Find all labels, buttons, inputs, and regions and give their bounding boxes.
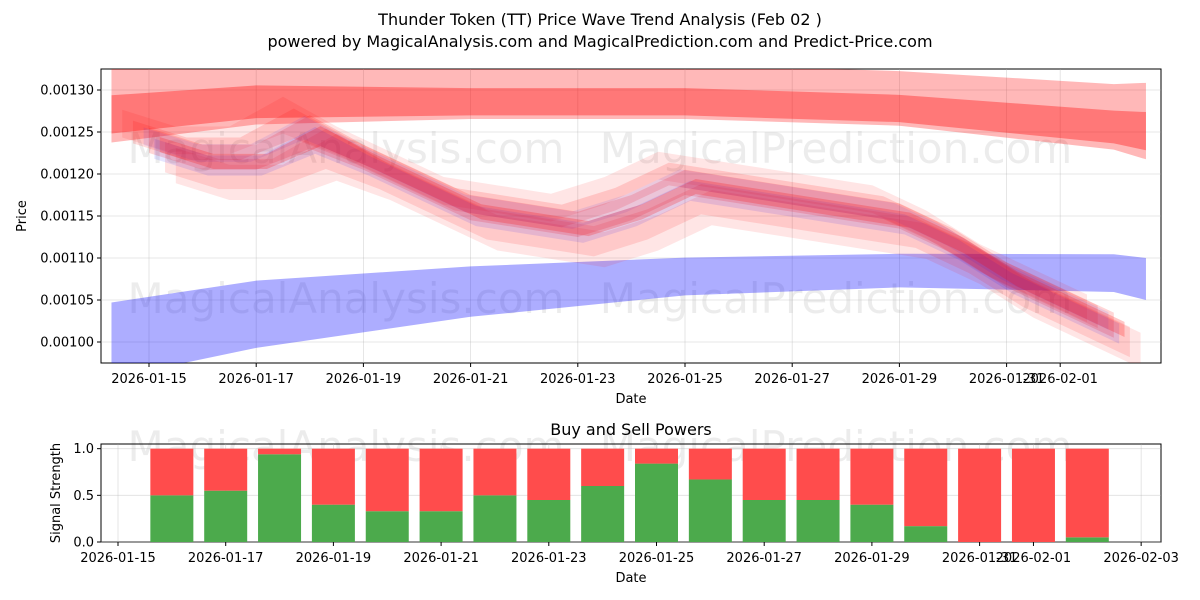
price-plot-xlabel: Date	[615, 392, 646, 407]
sell-bar	[258, 448, 302, 455]
buy-bar	[635, 463, 678, 542]
chart-subtitle: powered by MagicalAnalysis.com and Magic…	[267, 32, 932, 51]
sell-bar	[473, 448, 517, 496]
chart-title: Thunder Token (TT) Price Wave Trend Anal…	[377, 10, 822, 29]
signal-xtick-label: 2026-01-19	[296, 551, 372, 566]
watermark-prediction-mid: MagicalPrediction.com	[600, 274, 1073, 323]
wave-ribbon-3	[175, 133, 1141, 363]
sell-bar	[150, 448, 194, 496]
red-band-outer	[111, 69, 1146, 160]
sell-bar	[688, 448, 732, 480]
signal-xtick-label: 2026-01-17	[188, 551, 264, 566]
price-xtick-label: 2026-01-31	[969, 372, 1045, 387]
signal-xtick-label: 2026-01-25	[619, 551, 695, 566]
sell-bar	[204, 448, 248, 491]
wave-ribbon-0	[149, 115, 1114, 338]
signal-xtick-label: 2026-01-27	[726, 551, 802, 566]
price-xtick-label: 2026-01-27	[754, 372, 830, 387]
buy-bar	[150, 495, 194, 542]
buy-bar	[1065, 537, 1109, 542]
buy-bar	[365, 511, 409, 542]
wave-ribbon-2	[132, 108, 1098, 329]
price-plot: MagicalAnalysis.com MagicalPrediction.co…	[15, 68, 1162, 407]
wave-ribbon-4	[122, 96, 1087, 323]
sell-bar	[958, 448, 1002, 542]
signal-ytick-label: 0.0	[73, 536, 94, 551]
red-band-inner	[111, 85, 1146, 151]
sell-bar	[904, 448, 948, 527]
sell-bar	[850, 448, 894, 505]
signal-plot-ylabel: Signal Strength	[49, 443, 64, 543]
signal-ytick-label: 1.0	[73, 442, 94, 457]
price-ytick-label: 0.00125	[40, 126, 94, 141]
wave-ribbon-1	[165, 128, 1130, 358]
price-xtick-label: 2026-01-25	[647, 372, 723, 387]
signal-ytick-label: 0.5	[73, 489, 94, 504]
sell-bar	[1065, 448, 1109, 538]
signal-xtick-label: 2026-01-23	[511, 551, 587, 566]
buy-bar	[850, 504, 894, 542]
buy-bar	[311, 504, 355, 542]
signal-xtick-label: 2026-01-15	[80, 551, 156, 566]
price-ytick-label: 0.00100	[40, 336, 94, 351]
price-xtick-label: 2026-01-21	[433, 372, 509, 387]
price-xtick-label: 2026-01-19	[326, 372, 402, 387]
wave-ribbon-5	[154, 126, 1120, 344]
sell-bar	[419, 448, 463, 512]
price-xtick-label: 2026-01-23	[540, 372, 616, 387]
sell-bar	[581, 448, 625, 486]
sell-bar	[796, 448, 840, 500]
buy-bar	[581, 486, 625, 542]
buy-bar	[419, 511, 463, 542]
signal-plot: MagicalAnalysis.com MagicalPrediction.co…	[49, 420, 1179, 586]
buy-bar	[904, 526, 948, 542]
price-ytick-label: 0.00130	[40, 84, 94, 99]
watermark-analysis-mid: MagicalAnalysis.com	[128, 274, 565, 323]
wave-ribbon-6	[143, 116, 1109, 330]
sell-bar	[311, 448, 355, 505]
price-ytick-label: 0.00105	[40, 294, 94, 309]
watermark-analysis-top: MagicalAnalysis.com	[128, 124, 565, 173]
buy-bar	[473, 495, 517, 542]
signal-xtick-label: 2026-01-29	[834, 551, 910, 566]
signal-xtick-label: 2026-01-31	[942, 551, 1018, 566]
buy-bar	[742, 500, 786, 542]
price-xtick-label: 2026-01-15	[111, 372, 187, 387]
price-ytick-label: 0.00120	[40, 168, 94, 183]
buy-bar	[258, 454, 302, 542]
sell-bar	[1011, 448, 1055, 542]
wave-ribbon-7	[159, 126, 1125, 337]
price-ytick-label: 0.00110	[40, 252, 94, 267]
sell-bar	[365, 448, 409, 512]
signal-xtick-label: 2026-01-21	[403, 551, 479, 566]
price-ytick-label: 0.00115	[40, 210, 94, 225]
blue-band	[111, 253, 1146, 363]
signal-plot-title: Buy and Sell Powers	[550, 420, 712, 439]
watermark-prediction-top: MagicalPrediction.com	[600, 124, 1073, 173]
buy-bar	[527, 500, 571, 542]
price-xtick-label: 2026-01-29	[862, 372, 938, 387]
signal-plot-xlabel: Date	[615, 571, 646, 586]
buy-bar	[688, 479, 732, 542]
signal-plot-frame	[100, 443, 1162, 543]
price-plot-ylabel: Price	[15, 200, 30, 232]
buy-bar	[796, 500, 840, 542]
signal-xtick-label: 2026-02-01	[996, 551, 1072, 566]
price-bands	[111, 69, 1146, 363]
buy-bar	[204, 490, 248, 542]
sell-bar	[742, 448, 786, 500]
sell-bar	[527, 448, 571, 500]
sell-bar	[635, 448, 678, 464]
signal-xtick-label: 2026-02-03	[1103, 551, 1179, 566]
price-xtick-label: 2026-02-01	[1022, 372, 1098, 387]
price-xtick-label: 2026-01-17	[218, 372, 294, 387]
